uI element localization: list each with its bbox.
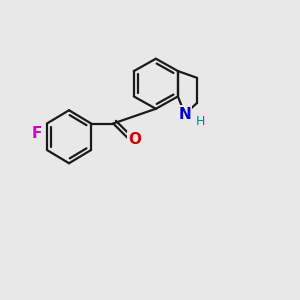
- Text: N: N: [178, 106, 191, 122]
- Text: H: H: [196, 115, 205, 128]
- Text: F: F: [32, 126, 42, 141]
- Text: O: O: [128, 132, 141, 147]
